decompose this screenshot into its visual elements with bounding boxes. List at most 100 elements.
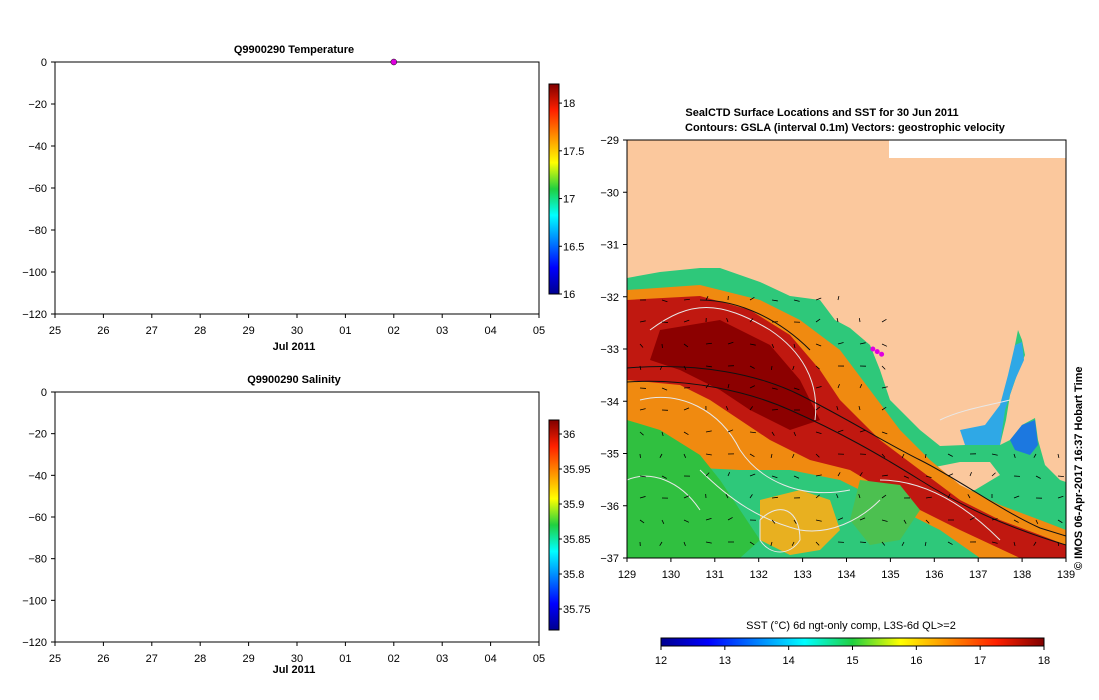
velocity-vector xyxy=(749,365,755,369)
velocity-vector xyxy=(727,383,730,389)
salinity-y-tick-label: 0 xyxy=(41,387,47,399)
velocity-vector xyxy=(947,453,953,457)
velocity-vector xyxy=(1057,453,1060,459)
velocity-vector xyxy=(925,496,932,499)
sst-map-image xyxy=(627,140,1066,558)
velocity-vector xyxy=(881,519,888,522)
temperature-x-tick-label: 29 xyxy=(242,325,254,337)
velocity-vector xyxy=(859,541,866,543)
temperature-y-tick-label: 0 xyxy=(41,57,47,69)
velocity-vector xyxy=(837,295,840,301)
map-y-tick-label: −33 xyxy=(600,344,619,356)
velocity-vector xyxy=(725,494,729,499)
map-y-tick-label: −35 xyxy=(600,449,619,461)
velocity-vector xyxy=(639,365,642,371)
velocity-vector xyxy=(836,317,839,323)
velocity-vector xyxy=(1013,453,1016,459)
sst-map-panel: SealCTD Surface Locations and SST for 30… xyxy=(600,107,1075,667)
velocity-vector xyxy=(815,453,820,458)
velocity-vector xyxy=(1013,519,1019,523)
velocity-vector xyxy=(881,365,886,370)
salinity-x-tick-label: 30 xyxy=(291,653,303,665)
velocity-vector xyxy=(683,343,689,348)
velocity-vector xyxy=(661,299,668,303)
velocity-vector xyxy=(727,429,734,433)
velocity-vector xyxy=(837,342,844,345)
velocity-vector xyxy=(705,472,710,477)
velocity-vector xyxy=(771,475,778,479)
velocity-vector xyxy=(749,296,755,301)
velocity-vector xyxy=(815,386,822,389)
velocity-vector xyxy=(749,385,755,389)
velocity-vector xyxy=(705,296,709,301)
velocity-vector xyxy=(661,387,668,391)
sst-colorbar-tick-label: 14 xyxy=(783,655,795,667)
sst-colorbar-ticks: 12 13 14 15 16 17 18 xyxy=(655,646,1050,667)
velocity-vector xyxy=(661,475,667,479)
velocity-vector xyxy=(771,431,775,436)
velocity-vector xyxy=(815,318,821,323)
cool-patch-south xyxy=(850,480,920,545)
temperature-x-tick-label: 25 xyxy=(49,325,61,337)
velocity-vector xyxy=(969,517,975,521)
salinity-y-tick-label: −20 xyxy=(28,429,47,441)
velocity-vector xyxy=(903,475,910,479)
map-y-ticks: −29 −30 −31 −32 −33 −34 −35 −36 −37 xyxy=(600,135,627,565)
cool-patch-west xyxy=(627,420,760,558)
map-x-tick-label: 134 xyxy=(837,569,855,581)
credit-text: © IMOS 06-Apr-2017 16:37 Hobart Time xyxy=(1073,366,1085,570)
temperature-y-tick-label: −120 xyxy=(22,309,47,321)
temperature-y-tick-label: −40 xyxy=(28,141,47,153)
velocity-vector xyxy=(925,519,930,524)
temperature-title: Q9900290 Temperature xyxy=(234,44,354,56)
velocity-vector xyxy=(858,405,861,411)
velocity-vector xyxy=(705,430,712,433)
velocity-vector xyxy=(791,541,795,546)
velocity-vector xyxy=(901,453,905,458)
salinity-colorbar xyxy=(548,419,560,631)
temperature-x-tick-label: 01 xyxy=(339,325,351,337)
temperature-y-tick-label: −80 xyxy=(28,225,47,237)
velocity-vector xyxy=(661,321,668,323)
velocity-vector xyxy=(858,317,861,323)
velocity-vector xyxy=(924,541,927,547)
velocity-vector xyxy=(837,472,841,477)
velocity-vector xyxy=(792,453,795,459)
temperature-y-ticks: 0 −20 −40 −60 −80 −100 −120 xyxy=(22,57,55,321)
salinity-x-tick-label: 27 xyxy=(146,653,158,665)
velocity-vector xyxy=(659,541,663,546)
velocity-vector xyxy=(749,343,756,346)
salinity-y-tick-label: −100 xyxy=(22,595,47,607)
velocity-vector xyxy=(859,384,863,389)
velocity-vector xyxy=(815,541,820,546)
velocity-vector xyxy=(1033,541,1037,546)
velocity-vector xyxy=(881,494,887,499)
salinity-colorbar-tick-label: 35.9 xyxy=(563,499,584,511)
map-y-tick-label: −36 xyxy=(600,501,619,513)
velocity-vector xyxy=(771,519,776,524)
velocity-vector xyxy=(683,365,687,370)
velocity-vector xyxy=(815,297,822,301)
velocity-vector xyxy=(683,407,690,411)
velocity-vector xyxy=(1013,541,1016,547)
map-x-tick-label: 133 xyxy=(793,569,811,581)
map-y-tick-label: −30 xyxy=(600,187,619,199)
temperature-colorbar xyxy=(548,83,560,295)
velocity-vector xyxy=(947,541,953,545)
sst-colorbar-tick-label: 15 xyxy=(846,655,858,667)
salinity-x-tick-label: 26 xyxy=(97,653,109,665)
sst-colorbar-tick-label: 17 xyxy=(974,655,986,667)
velocity-vector xyxy=(661,519,665,524)
map-x-tick-label: 138 xyxy=(1013,569,1031,581)
sst-colorbar-tick-label: 18 xyxy=(1038,655,1050,667)
velocity-vector xyxy=(947,494,951,499)
velocity-vector xyxy=(858,493,861,499)
salinity-colorbar-ticks: 36 35.95 35.9 35.85 35.8 35.75 xyxy=(559,429,591,616)
velocity-vector xyxy=(815,494,820,499)
velocity-vector xyxy=(749,431,756,434)
velocity-vector xyxy=(903,519,907,524)
velocity-vector xyxy=(639,320,646,323)
spencer-gulf-sst xyxy=(960,342,1024,445)
map-x-tick-label: 129 xyxy=(618,569,636,581)
salinity-x-tick-label: 05 xyxy=(533,653,545,665)
